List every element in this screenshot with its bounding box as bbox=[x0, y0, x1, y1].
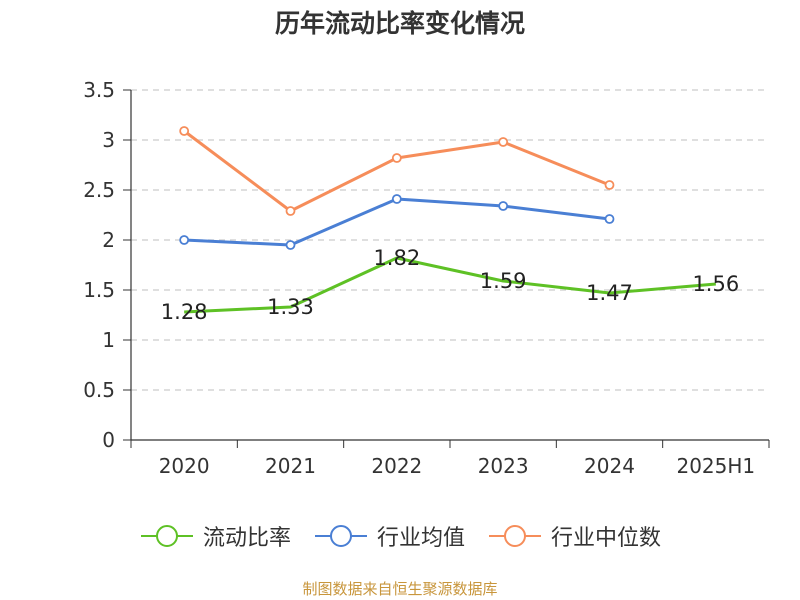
data-point-industry_median bbox=[285, 206, 296, 216]
data-label: 1.33 bbox=[267, 295, 314, 319]
data-point-industry_avg bbox=[498, 201, 509, 211]
data-label: 1.47 bbox=[586, 281, 633, 305]
x-tick-label: 2022 bbox=[371, 454, 422, 478]
data-label: 1.28 bbox=[161, 300, 208, 324]
y-tick-label: 3 bbox=[102, 128, 115, 152]
data-label: 1.59 bbox=[480, 269, 527, 293]
axes: 0 0.5 1 1.5 2 2.5 3 3.5 2020 2021 2022 2023 2024 2025… bbox=[83, 78, 770, 478]
series-line-current_ratio bbox=[184, 256, 716, 314]
data-label: 1.56 bbox=[692, 272, 739, 296]
x-tick-label: 2024 bbox=[584, 454, 635, 478]
data-point-industry_avg bbox=[604, 214, 615, 224]
legend-item-current-ratio[interactable]: 流动比率 bbox=[139, 520, 291, 552]
y-tick-label: 0.5 bbox=[83, 378, 115, 402]
data-label: 1.82 bbox=[373, 246, 420, 270]
data-point-industry_median bbox=[179, 126, 190, 136]
x-tick-label: 2025H1 bbox=[676, 454, 755, 478]
y-tick-label: 1.5 bbox=[83, 278, 115, 302]
legend: 流动比率 行业均值 行业中位数 bbox=[0, 518, 800, 554]
legend-swatch-industry-median-icon bbox=[489, 525, 541, 547]
data-point-industry_avg bbox=[285, 240, 296, 250]
series-line-industry_avg bbox=[184, 197, 610, 247]
legend-item-industry-median[interactable]: 行业中位数 bbox=[487, 520, 661, 552]
data-point-industry_avg bbox=[391, 194, 402, 204]
y-tick-label: 3.5 bbox=[83, 78, 115, 102]
legend-label-industry-median: 行业中位数 bbox=[551, 526, 662, 551]
data-point-industry_avg bbox=[179, 235, 190, 245]
data-point-industry_median bbox=[391, 153, 402, 163]
legend-item-industry-avg[interactable]: 行业均值 bbox=[313, 520, 465, 552]
legend-swatch-industry-avg-icon bbox=[314, 525, 367, 547]
data-point-industry_median bbox=[498, 137, 509, 147]
x-tick-label: 2023 bbox=[478, 454, 529, 478]
y-tick-label: 0 bbox=[102, 428, 115, 452]
legend-swatch-current-ratio-icon bbox=[140, 525, 193, 547]
data-point-industry_median bbox=[604, 180, 615, 190]
grid-lines bbox=[131, 89, 769, 391]
legend-label-industry-avg: 行业均值 bbox=[376, 526, 465, 551]
y-tick-label: 2 bbox=[102, 228, 115, 252]
series-lines bbox=[179, 126, 716, 314]
data-labels: 1.28 1.33 1.82 1.59 1.47 1.56 bbox=[161, 246, 739, 324]
chart-title: 历年流动比率变化情况 bbox=[274, 9, 525, 38]
legend-label-current-ratio: 流动比率 bbox=[202, 526, 291, 551]
y-tick-label: 2.5 bbox=[83, 178, 115, 202]
source-note: 制图数据来自恒生聚源数据库 bbox=[302, 580, 498, 598]
x-tick-label: 2021 bbox=[265, 454, 316, 478]
y-tick-label: 1 bbox=[102, 328, 115, 352]
x-tick-label: 2020 bbox=[159, 454, 210, 478]
